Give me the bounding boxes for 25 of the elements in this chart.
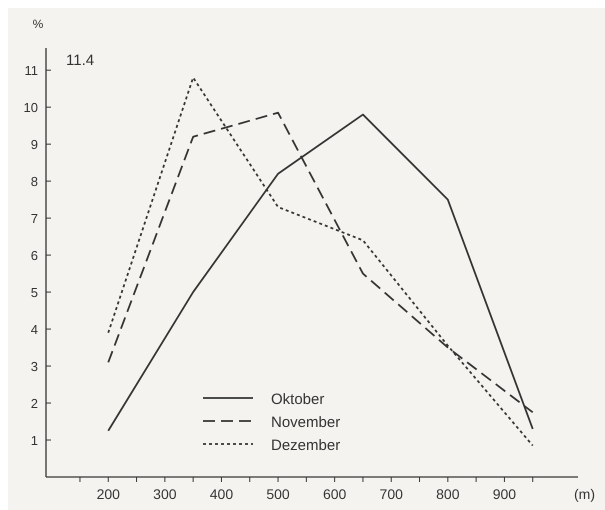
legend-label: November: [271, 414, 340, 431]
x-tick-label: 300: [153, 486, 177, 502]
y-axis-title: %: [32, 17, 44, 31]
y-tick-label: 11: [24, 63, 38, 78]
y-tick-label: 10: [24, 100, 38, 116]
y-tick-label: 8: [30, 174, 38, 190]
y-tick-label: 3: [30, 359, 38, 374]
y-tick-label: 6: [30, 248, 38, 264]
chart-title: 11.4: [66, 52, 94, 69]
legend-label: Dezember: [271, 437, 340, 454]
x-axis-title: (m): [574, 486, 595, 502]
x-tick-label: 700: [380, 486, 404, 502]
y-tick-label: 1: [30, 433, 38, 448]
x-tick-label: 400: [210, 486, 234, 502]
x-tick-label: 500: [266, 486, 290, 502]
y-tick-label: 7: [30, 211, 38, 226]
legend-label: Oktober: [271, 391, 324, 408]
y-tick-label: 9: [30, 137, 38, 152]
y-tick-label: 2: [30, 396, 38, 412]
x-tick-label: 600: [322, 486, 347, 502]
x-tick-label: 800: [436, 486, 460, 502]
x-tick-label: 200: [96, 486, 120, 502]
y-tick-label: 5: [30, 285, 38, 300]
y-tick-label: 4: [30, 322, 38, 338]
x-tick-label: 900: [492, 486, 516, 502]
